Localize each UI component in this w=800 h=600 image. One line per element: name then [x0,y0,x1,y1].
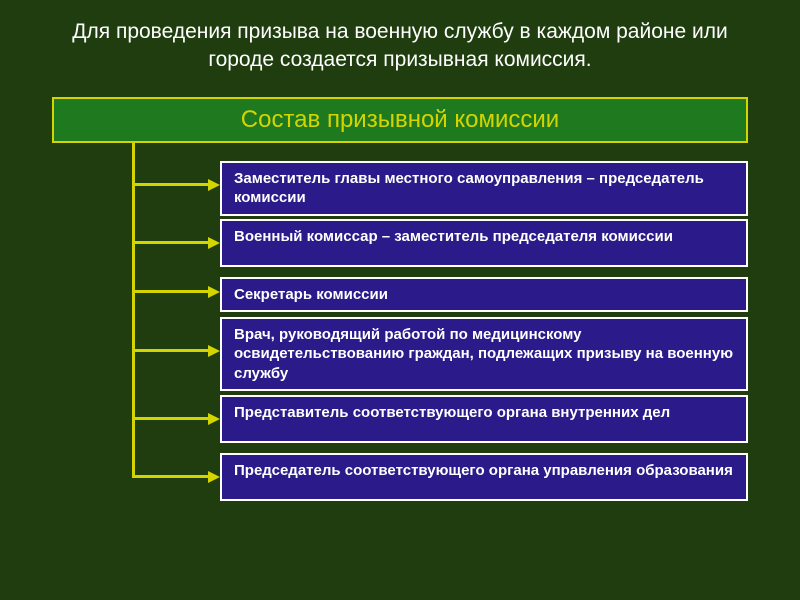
item-text: Представитель соответствующего органа вн… [234,404,670,421]
connector-branch [132,241,208,244]
arrow-icon [208,237,220,249]
arrow-icon [208,413,220,425]
arrow-icon [208,179,220,191]
connector-trunk [132,143,135,479]
item-text: Военный комиссар – заместитель председат… [234,228,673,245]
item-text: Председатель соответствующего органа упр… [234,462,733,479]
diagram-area: Заместитель главы местного самоуправлени… [52,143,748,563]
connector-branch [132,183,208,186]
page-title: Для проведения призыва на военную службу… [0,0,800,89]
connector-branch [132,475,208,478]
item-text: Врач, руководящий работой по медицинском… [234,326,733,382]
item-box: Военный комиссар – заместитель председат… [220,219,748,267]
item-box: Представитель соответствующего органа вн… [220,395,748,443]
arrow-icon [208,345,220,357]
item-text: Заместитель главы местного самоуправлени… [234,170,704,207]
connector-branch [132,290,208,293]
item-box: Секретарь комиссии [220,277,748,313]
connector-branch [132,417,208,420]
item-box: Председатель соответствующего органа упр… [220,453,748,501]
item-box: Врач, руководящий работой по медицинском… [220,317,748,392]
arrow-icon [208,286,220,298]
header-text: Состав призывной комиссии [241,106,559,133]
connector-branch [132,349,208,352]
item-box: Заместитель главы местного самоуправлени… [220,161,748,216]
header-box: Состав призывной комиссии [52,97,748,143]
arrow-icon [208,471,220,483]
item-text: Секретарь комиссии [234,286,388,303]
